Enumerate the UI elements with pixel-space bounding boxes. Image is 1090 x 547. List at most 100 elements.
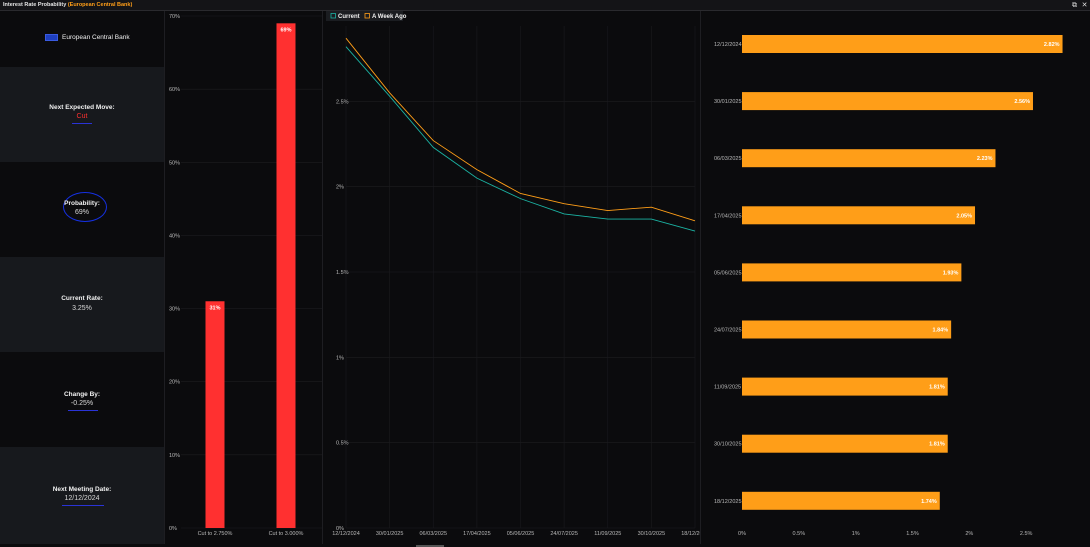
implied-rate-hbar-chart: 0% 0.5% 1% 1.5% 2% 2.5% 2.82% 12/12/2024 2.56% 30… <box>714 35 1063 537</box>
y-tick-label: 20% <box>169 380 180 386</box>
y-tick-label: 11/09/2025 <box>714 385 741 391</box>
bar-value-label: 1.84% <box>933 328 949 334</box>
series-line <box>345 37 696 222</box>
x-tick-label: 18/12/2025 <box>681 531 700 537</box>
next-move-underline <box>72 123 92 124</box>
change-by-underline <box>68 410 98 411</box>
window-subtitle: (European Central Bank) <box>67 2 133 8</box>
x-tick-label: 1% <box>852 531 860 537</box>
y-tick-label: 2% <box>336 185 344 191</box>
panel-divider <box>322 11 323 544</box>
next-move-block: Next Expected Move: Cut <box>0 67 164 162</box>
info-panel: European Central Bank Next Expected Move… <box>0 11 164 544</box>
bar <box>742 149 996 168</box>
x-tick-label: Cut to 2.750% <box>198 531 233 537</box>
window-titlebar: Interest Rate Probability (European Cent… <box>0 0 1090 11</box>
bar <box>742 320 952 339</box>
change-by-block: Change By: -0.25% <box>0 352 164 447</box>
probability-value: 69% <box>74 209 89 216</box>
panel-divider <box>700 11 701 544</box>
legend-swatch <box>330 13 336 19</box>
x-tick-label: 17/04/2025 <box>463 531 491 537</box>
bank-name: European Central Bank <box>62 34 130 41</box>
current-rate-label: Current Rate: <box>61 295 103 302</box>
panel-divider <box>164 11 165 544</box>
current-rate-value: 3.25% <box>72 305 92 312</box>
bar <box>205 301 225 528</box>
legend-swatch <box>364 13 370 19</box>
eu-flag-icon <box>45 34 58 41</box>
y-tick-label: 06/03/2025 <box>714 156 742 162</box>
y-tick-label: 05/06/2025 <box>714 270 742 276</box>
y-tick-label: 18/12/2025 <box>714 499 742 505</box>
close-icon[interactable]: ✕ <box>1081 2 1088 9</box>
bar-value-label: 31% <box>209 305 220 311</box>
restore-icon[interactable]: ⧉ <box>1072 2 1077 9</box>
bar-value-label: 2.05% <box>956 213 972 219</box>
y-tick-label: 40% <box>169 233 180 239</box>
bar-value-label: 2.82% <box>1044 42 1060 48</box>
next-meeting-underline <box>62 505 104 506</box>
bar <box>742 263 962 282</box>
y-tick-label: 17/04/2025 <box>714 213 742 219</box>
bar-value-label: 1.81% <box>929 442 945 448</box>
y-tick-label: 50% <box>169 160 180 166</box>
next-move-value: Cut <box>76 113 88 120</box>
y-tick-label: 0.5% <box>336 441 349 447</box>
x-tick-label: 0.5% <box>793 531 806 537</box>
next-move-label: Next Expected Move: <box>49 104 115 111</box>
horizontal-scrollbar[interactable] <box>416 545 444 547</box>
current-rate-block: Current Rate: 3.25% <box>0 257 164 352</box>
y-tick-label: 24/07/2025 <box>714 328 742 334</box>
bar-value-label: 2.23% <box>977 156 993 162</box>
x-tick-label: 2% <box>965 531 973 537</box>
rate-path-line-chart: 0% 0.5% 1% 1.5% 2% 2.5% 12/12/2024 30/01/2025 06… <box>326 11 700 537</box>
x-tick-label: Cut to 3.000% <box>269 531 304 537</box>
next-meeting-label: Next Meeting Date: <box>52 486 112 493</box>
x-tick-label: 30/10/2025 <box>638 531 666 537</box>
bar <box>742 377 948 396</box>
bar-value-label: 1.81% <box>929 385 945 391</box>
next-meeting-value: 12/12/2024 <box>64 495 100 502</box>
probability-highlight-circle <box>63 192 107 222</box>
y-tick-label: 60% <box>169 87 180 93</box>
legend-label: A Week Ago <box>372 14 407 20</box>
y-tick-label: 30/01/2025 <box>714 99 742 105</box>
bar <box>276 23 296 529</box>
x-tick-label: 05/06/2025 <box>507 531 535 537</box>
y-tick-label: 0% <box>169 526 177 532</box>
x-tick-label: 0% <box>738 531 746 537</box>
probability-block: Probability: 69% <box>0 162 164 257</box>
y-tick-label: 10% <box>169 453 180 459</box>
x-tick-label: 2.5% <box>1020 531 1033 537</box>
y-tick-label: 30% <box>169 307 180 313</box>
x-tick-label: 1.5% <box>906 531 919 537</box>
y-tick-label: 30/10/2025 <box>714 442 742 448</box>
x-tick-label: 11/09/2025 <box>594 531 621 537</box>
legend-box <box>326 11 403 21</box>
x-tick-label: 06/03/2025 <box>419 531 447 537</box>
y-tick-label: 1% <box>336 355 344 361</box>
series-line <box>345 46 696 232</box>
y-tick-label: 1.5% <box>336 270 349 276</box>
y-tick-label: 70% <box>169 14 180 20</box>
window-title: Interest Rate Probability <box>3 2 67 8</box>
x-tick-label: 24/07/2025 <box>550 531 578 537</box>
bar <box>742 434 948 453</box>
bar <box>742 491 940 510</box>
bank-block: European Central Bank <box>0 11 164 106</box>
next-meeting-block: Next Meeting Date: 12/12/2024 <box>0 447 164 544</box>
y-tick-label: 12/12/2024 <box>714 42 742 48</box>
y-tick-label: 0% <box>336 526 344 532</box>
bar-value-label: 2.56% <box>1014 99 1030 105</box>
x-tick-label: 12/12/2024 <box>332 531 360 537</box>
bar-value-label: 1.93% <box>943 270 959 276</box>
change-by-value: -0.25% <box>70 400 94 407</box>
bar-value-label: 1.74% <box>921 499 937 505</box>
probability-bar-chart: 0% 10% 20% 30% 40% 50% 60% 70% 31% Cut to 2.750% 6… <box>169 14 322 537</box>
bar <box>742 35 1063 53</box>
probability-label: Probability: <box>64 200 100 207</box>
change-by-label: Change By: <box>63 391 101 398</box>
bar-value-label: 69% <box>280 27 291 33</box>
y-tick-label: 2.5% <box>336 99 349 105</box>
